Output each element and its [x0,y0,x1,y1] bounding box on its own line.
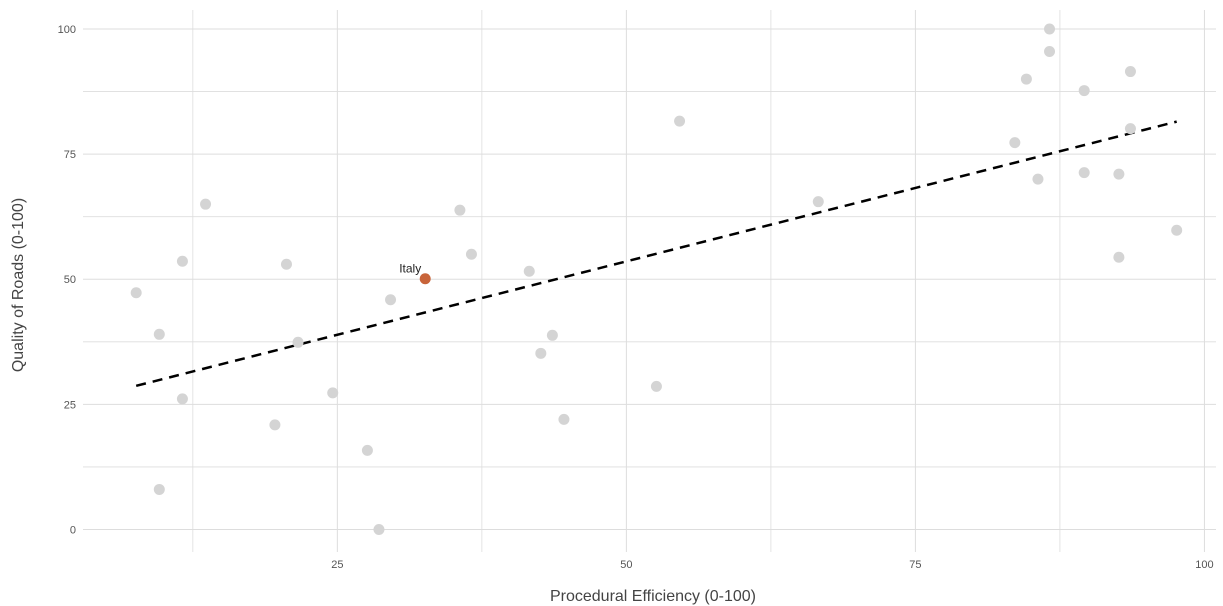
y-tick-label: 75 [64,149,76,161]
highlight-label: Italy [399,262,421,276]
y-tick-label: 0 [70,524,76,536]
data-point [327,387,339,399]
data-point [1171,224,1183,236]
data-point [812,196,824,208]
x-tick-label: 75 [909,559,921,571]
x-axis-title: Procedural Efficiency (0-100) [550,588,756,605]
data-point [1044,46,1056,58]
data-point [558,413,570,425]
data-point [1113,251,1125,263]
x-tick-label: 100 [1195,559,1213,571]
y-tick-label: 100 [58,24,76,36]
highlight-layer: Italy [399,262,431,285]
data-point [1044,23,1056,35]
data-point [1078,85,1090,97]
x-tick-label: 25 [331,559,343,571]
data-point [176,255,188,267]
highlight-point [419,273,431,285]
data-point [650,380,662,392]
data-point [523,265,535,277]
data-point [385,294,397,306]
data-point [535,347,547,359]
x-tick-label: 50 [620,559,632,571]
data-point [130,287,142,299]
data-point [361,444,373,456]
y-tick-label: 50 [64,274,76,286]
tick-labels: 25 50 75 100 0 25 50 75 100 [58,24,1214,571]
data-point [1032,173,1044,185]
data-point [176,393,188,405]
y-tick-label: 25 [64,399,76,411]
data-point [465,248,477,260]
data-point [280,258,292,270]
data-point [674,115,686,127]
trend-line [135,120,1177,388]
data-point [153,328,165,340]
data-points [130,23,1183,535]
data-point [1124,123,1136,135]
data-point [1009,137,1021,149]
data-point [292,336,304,348]
data-point [200,198,212,210]
data-point [454,204,466,216]
data-point [1113,168,1125,180]
data-point [1124,66,1136,78]
grid-lines [83,10,1216,552]
data-point [546,329,558,341]
data-point [1020,73,1032,85]
data-point [153,483,165,495]
data-point [1078,167,1090,179]
data-point [373,523,385,535]
trend-line-layer [135,120,1177,388]
data-point [269,419,281,431]
y-axis-title: Quality of Roads (0-100) [10,198,27,372]
